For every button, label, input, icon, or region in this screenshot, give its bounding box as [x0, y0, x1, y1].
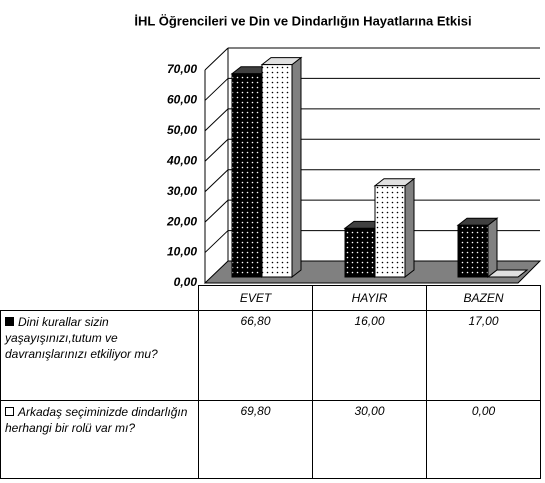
bar-side: [487, 217, 498, 279]
data-label: 0,00: [426, 400, 541, 479]
chart-title: İHL Öğrencileri ve Din ve Dindarlığın Ha…: [134, 13, 471, 28]
data-label: 66,80: [198, 310, 313, 401]
grid-line: [204, 78, 229, 101]
bar-side: [404, 177, 415, 279]
y-tick-label: 10,00: [167, 245, 197, 259]
grid-line: [204, 108, 229, 132]
data-label: 30,00: [312, 400, 427, 479]
legend-entry: Arkadaş seçiminizde dindarlığın herhangi…: [0, 400, 199, 479]
legend-entry: Dini kurallar sizin yaşayışınızı,tutum v…: [0, 310, 199, 401]
legend-label: Arkadaş seçiminizde dindarlığın herhangi…: [5, 405, 188, 435]
bar: [374, 185, 406, 278]
bar: [231, 73, 263, 278]
grid-line: [204, 230, 229, 253]
legend-swatch: [5, 407, 14, 416]
x-tick-label: BAZEN: [426, 285, 541, 311]
data-table: EVET HAYIR BAZEN Dini kurallar sizin yaşay…: [0, 285, 541, 479]
grid-line: [204, 47, 229, 71]
bar: [457, 224, 489, 278]
legend-swatch: [5, 317, 14, 326]
y-tick-label: 20,00: [166, 214, 197, 228]
legend-label: Dini kurallar sizin yaşayışınızı,tutum v…: [5, 315, 158, 361]
x-tick-label: EVET: [198, 285, 313, 311]
y-tick-label: 0,00: [174, 275, 198, 289]
data-label: 17,00: [426, 310, 541, 401]
y-tick-label: 30,00: [167, 184, 197, 198]
grid-line: [204, 138, 229, 162]
y-tick-label: 40,00: [166, 153, 197, 167]
data-label: 16,00: [312, 310, 427, 401]
bar: [344, 227, 376, 278]
grid-line: [204, 199, 229, 223]
data-label: 69,80: [198, 400, 313, 479]
x-tick-label: HAYIR: [312, 285, 427, 311]
y-tick-label: 50,00: [167, 123, 197, 137]
bar-side: [291, 56, 302, 279]
grid-line: [204, 169, 229, 193]
bar: [261, 64, 293, 278]
y-tick-label: 70,00: [167, 62, 197, 76]
bar-top: [486, 269, 529, 278]
y-tick-label: 60,00: [167, 93, 197, 107]
